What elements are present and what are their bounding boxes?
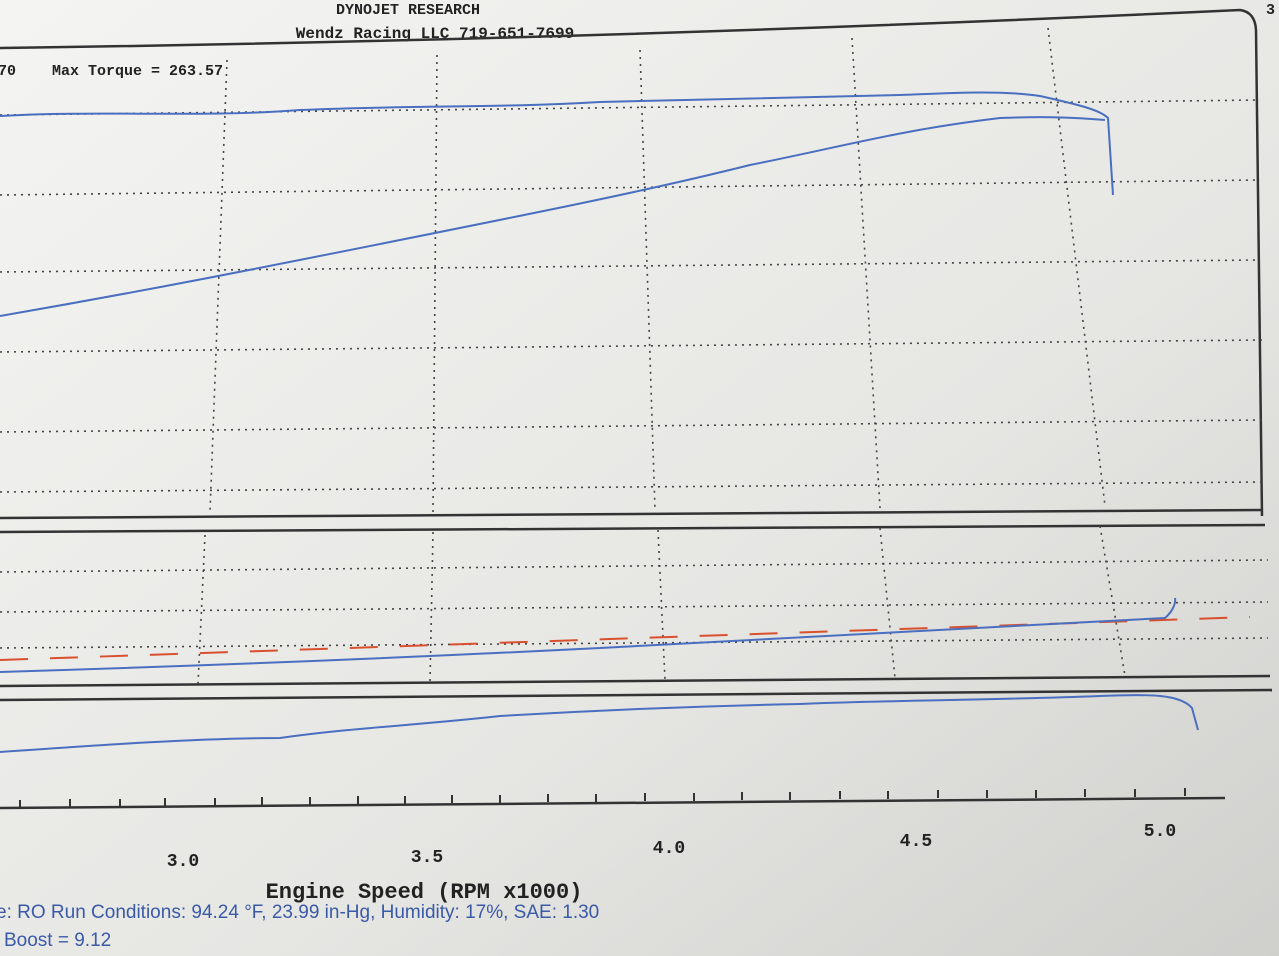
power-curve	[0, 116, 1106, 317]
torque-curve	[0, 91, 1114, 196]
top-frame	[0, 8, 1264, 517]
panel-border	[0, 523, 1266, 534]
x-tick-label: 4.0	[653, 839, 685, 859]
x-tick-label: 3.5	[411, 848, 443, 868]
panel-border	[0, 508, 1263, 520]
x-tick-label: 5.0	[1144, 822, 1176, 842]
panel-border	[0, 688, 1273, 702]
afr-curve	[0, 597, 1177, 673]
boost-curve	[0, 694, 1199, 753]
x-tick-label: 3.0	[167, 852, 199, 872]
max-torque: Max Torque = 263.57	[52, 63, 223, 80]
company: DYNOJET RESEARCH	[336, 2, 480, 19]
x-axis-title: Engine Speed (RPM x1000)	[266, 880, 583, 905]
grid	[0, 27, 1269, 685]
axis-fragment: 70	[0, 63, 16, 80]
reference-line	[0, 616, 1251, 661]
page-number: 3	[1266, 2, 1275, 19]
boost: Boost = 9.12	[4, 930, 111, 951]
x-tick-marks	[19, 788, 1186, 808]
x-axis-line	[0, 796, 1226, 810]
run-conditions: e: RO Run Conditions: 94.24 °F, 23.99 in…	[0, 902, 599, 923]
panel-border	[0, 674, 1271, 688]
x-tick-label: 4.5	[900, 832, 932, 852]
